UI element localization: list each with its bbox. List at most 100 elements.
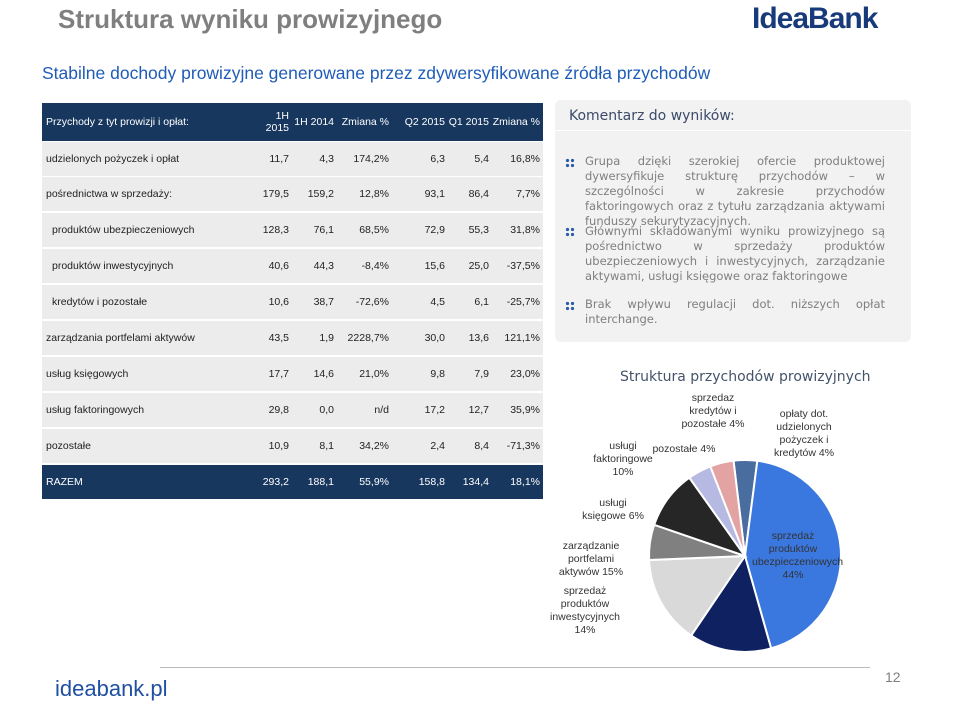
slide-title: Struktura wyniku prowizyjnego — [58, 4, 443, 34]
table-cell: pozostałe — [46, 440, 91, 452]
pie-slice — [689, 553, 773, 653]
table-cell: 23,0% — [510, 368, 540, 380]
table-cell: 40,6 — [268, 260, 289, 272]
pie-slice — [709, 459, 746, 557]
slice-label: sprzedaz kredytów i pozostałe 4% — [681, 392, 745, 430]
table-cell: 134,4 — [462, 476, 489, 488]
table-cell: 15,6 — [424, 260, 445, 272]
table-cell: n/d — [374, 404, 389, 416]
header-cell: Przychody z tyt prowizji i opłat: — [46, 116, 189, 128]
table-cell: -8,4% — [361, 260, 389, 272]
table-cell: 35,9% — [510, 404, 540, 416]
table-cell: 158,8 — [418, 476, 445, 488]
bullet-icon — [565, 158, 575, 168]
table-cell: 18,1% — [510, 476, 540, 488]
footer-line — [160, 667, 870, 668]
table-row — [42, 465, 543, 499]
footer-site: ideabank.pl — [55, 676, 168, 701]
table-cell: produktów ubezpieczeniowych — [52, 224, 195, 236]
table-cell: 6,3 — [430, 153, 445, 165]
header-cell: 1H 2014 — [294, 116, 334, 128]
table-cell: 6,1 — [474, 296, 489, 308]
table-cell: 44,3 — [313, 260, 334, 272]
bullet: Głównymi składowanymi wyniku prowizyjneg… — [585, 224, 885, 283]
table-row — [42, 429, 543, 463]
subtitle: Stabilne dochody prowizyjne generowane p… — [42, 63, 711, 83]
table-cell: zarządzania portfelami aktywów — [46, 332, 195, 344]
table-row — [42, 142, 543, 176]
table-cell: 13,6 — [468, 332, 489, 344]
table-row — [42, 321, 543, 355]
table-cell: 93,1 — [424, 188, 445, 200]
table-cell: 17,7 — [268, 368, 289, 380]
table-cell: 10,9 — [268, 440, 289, 452]
bullet: Grupa dzięki szerokiej ofercie produktow… — [585, 154, 885, 228]
slice-label: usługi księgowe 6% — [582, 497, 644, 522]
table-cell: 10,6 — [268, 296, 289, 308]
header-cell: Q2 2015 — [404, 116, 445, 128]
slice-label: pozostałe 4% — [652, 443, 716, 455]
table-cell: 4,5 — [430, 296, 445, 308]
table-cell: 7,9 — [474, 368, 489, 380]
table-cell: 14,6 — [313, 368, 334, 380]
table-cell: 1,9 — [319, 332, 334, 344]
bullet: Brak wpływu regulacji dot. niższych opła… — [585, 297, 885, 326]
slice-label: zarządzanie portfelami aktywów 15% — [558, 540, 624, 578]
table-cell: usług faktoringowych — [46, 404, 145, 416]
header-cell: Zmiana % — [341, 116, 389, 128]
table-cell: 17,2 — [424, 404, 445, 416]
table-cell: produktów inwestycyjnych — [52, 260, 174, 272]
header-cell: 1H 2015 — [265, 110, 289, 134]
table-cell: pośrednictwa w sprzedaży: — [46, 188, 173, 200]
table-cell: 43,5 — [268, 332, 289, 344]
table-cell: 8,4 — [474, 440, 489, 452]
table-cell: 21,0% — [359, 368, 389, 380]
table-cell: 38,7 — [313, 296, 334, 308]
table-cell: 55,9% — [359, 476, 389, 488]
header-row — [42, 103, 543, 141]
table-cell: 31,8% — [510, 224, 540, 236]
table-cell: 128,3 — [262, 224, 289, 236]
pie-slice — [648, 554, 747, 637]
comment-box: Komentarz do wyników: Grupa dzięki szero… — [555, 100, 911, 342]
comment-title: Komentarz do wyników: — [569, 108, 735, 124]
chart-title: Struktura przychodów prowizyjnych — [620, 369, 871, 385]
table-cell: 5,4 — [474, 153, 489, 165]
bullet-icon — [565, 227, 575, 237]
table-cell: 2,4 — [430, 440, 445, 452]
table-cell: 16,8% — [510, 153, 540, 165]
table-cell: -37,5% — [506, 260, 540, 272]
table-cell: 9,8 — [430, 368, 445, 380]
table-row — [42, 249, 543, 283]
pie-slice — [743, 459, 842, 650]
divider — [555, 130, 911, 131]
table-row — [42, 285, 543, 319]
table-cell: 174,2% — [353, 153, 389, 165]
table-row — [42, 357, 543, 391]
table-cell: 76,1 — [313, 224, 334, 236]
page-number: 12 — [885, 669, 901, 685]
header-cell: Zmiana % — [492, 116, 540, 128]
table-row — [42, 177, 543, 211]
table-cell: 159,2 — [307, 188, 334, 200]
table-cell: 121,1% — [504, 332, 540, 344]
table-cell: RAZEM — [46, 476, 83, 488]
slice-label: sprzedaż produktów ubezpieczeniowych 44% — [752, 530, 844, 581]
logo: IdeaBank — [752, 2, 878, 35]
table-cell: 293,2 — [262, 476, 289, 488]
table-cell: 68,5% — [359, 224, 389, 236]
slice-label: sprzedaż produktów inwestycyjnych 14% — [550, 585, 621, 636]
table-cell: usług księgowych — [46, 368, 129, 380]
table-cell: 12,7 — [468, 404, 489, 416]
header-cell: Q1 2015 — [448, 116, 489, 128]
table-cell: -71,3% — [506, 440, 540, 452]
table-cell: 2228,7% — [347, 332, 389, 344]
table-cell: 30,0 — [424, 332, 445, 344]
table-cell: 188,1 — [307, 476, 334, 488]
slice-label: opłaty dot. udzielonych pożyczek i kredy… — [773, 408, 835, 459]
slice-label: usługi faktoringowe 10% — [593, 440, 653, 478]
bullet-icon — [565, 301, 575, 311]
table-cell: -25,7% — [506, 296, 540, 308]
